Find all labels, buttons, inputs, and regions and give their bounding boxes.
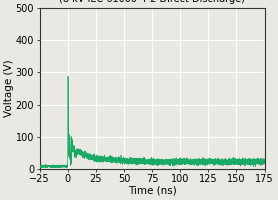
Text: (8 kV IEC 61000-4-2 Direct Discharge): (8 kV IEC 61000-4-2 Direct Discharge) <box>59 0 245 4</box>
X-axis label: Time (ns): Time (ns) <box>128 186 177 196</box>
Y-axis label: Voltage (V): Voltage (V) <box>4 60 14 117</box>
